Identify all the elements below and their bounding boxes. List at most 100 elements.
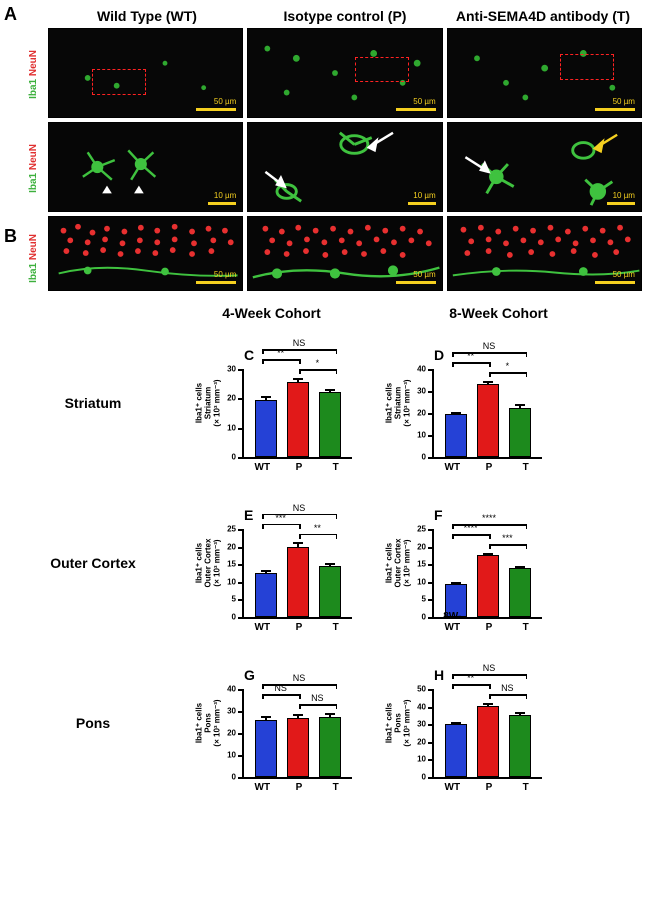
chart-E: EIba1⁺ cellsOuter Cortex(× 10³ mm⁻³)0510…	[200, 489, 370, 637]
chart-ylabel: Iba1⁺ cellsOuter Cortex(× 10³ mm⁻³)	[195, 523, 222, 603]
scalebar: 50 µm	[396, 270, 436, 284]
micro-b-t: 50 µm	[447, 216, 642, 291]
chart-ylabel: Iba1⁺ cellsOuter Cortex(× 10³ mm⁻³)	[385, 523, 412, 603]
bar-P	[287, 718, 309, 777]
panel-b-row: 50 µm 50 µm	[48, 216, 642, 291]
micro-b-p: 50 µm	[247, 216, 442, 291]
chart-letter: G	[244, 667, 255, 683]
bar-T	[319, 392, 341, 457]
chart-ylabel: Iba1⁺ cellsPons(× 10³ mm⁻³)	[385, 683, 412, 763]
chart-pair: GIba1⁺ cellsPons(× 10³ mm⁻³)010203040WTP…	[148, 649, 612, 797]
sig-label: NS	[495, 683, 519, 693]
scalebar: 50 µm	[595, 270, 635, 284]
bar-P	[477, 384, 499, 457]
bar-T	[509, 715, 531, 777]
chart-ylabel: Iba1⁺ cellsStriatum(× 10³ mm⁻³)	[385, 363, 412, 443]
sig-label: NS	[287, 673, 311, 683]
chart-area: 010203040WTPTNS***	[432, 369, 542, 459]
scalebar: 50 µm	[396, 97, 436, 111]
sig-label: NS	[287, 338, 311, 348]
xtick: P	[474, 782, 504, 793]
chart-letter: H	[434, 667, 444, 683]
chart-C: CIba1⁺ cellsStriatum(× 10³ mm⁻³)0102030W…	[200, 329, 370, 477]
chart-letter: C	[244, 347, 254, 363]
chart-row: Outer CortexEIba1⁺ cellsOuter Cortex(× 1…	[38, 489, 612, 637]
sig-label: **	[459, 351, 483, 361]
xtick: T	[321, 622, 351, 633]
micro-a1-t: 50 µm	[447, 28, 642, 118]
xtick: WT	[437, 462, 467, 473]
xtick: T	[511, 782, 541, 793]
row-label: Pons	[38, 715, 148, 731]
micro-a2-wt: 10 µm	[48, 122, 243, 212]
chart-ylabel: Iba1⁺ cellsPons(× 10³ mm⁻³)	[195, 683, 222, 763]
bar-P	[477, 555, 499, 617]
cohort-8w: 8-Week Cohort	[385, 305, 612, 321]
sig-label: NS	[305, 693, 329, 703]
xtick: WT	[247, 462, 277, 473]
chart-D: DIba1⁺ cellsStriatum(× 10³ mm⁻³)01020304…	[390, 329, 560, 477]
sig-label: NS	[477, 341, 501, 351]
col-header-t: Anti-SEMA4D antibody (T)	[444, 8, 642, 24]
bar-P	[287, 382, 309, 457]
xtick: WT	[247, 622, 277, 633]
micro-a2-p: 10 µm	[247, 122, 442, 212]
roi-box-t	[560, 54, 614, 80]
cohort-4w: 4-Week Cohort	[158, 305, 385, 321]
sig-label: NS	[269, 683, 293, 693]
xtick: P	[284, 782, 314, 793]
chart-H: HIba1⁺ cellsPons(× 10³ mm⁻³)01020304050W…	[390, 649, 560, 797]
bar-WT	[255, 720, 277, 777]
xtick: T	[511, 622, 541, 633]
xtick: WT	[247, 782, 277, 793]
sig-label: **	[305, 523, 329, 533]
chart-area: 0510152025WTPTNS*****	[242, 529, 352, 619]
scalebar: 10 µm	[208, 191, 236, 205]
col-header-wt: Wild Type (WT)	[48, 8, 246, 24]
micro-a1-p: 50 µm	[247, 28, 442, 118]
sig-label: ****	[459, 523, 483, 533]
chart-area: 0102030WTPTNS***	[242, 369, 352, 459]
bar-P	[477, 706, 499, 777]
panel-b-ylab: Iba1 NeuN	[28, 234, 39, 283]
bar-WT	[445, 724, 467, 777]
xtick: T	[511, 462, 541, 473]
sig-label: NS	[287, 503, 311, 513]
panel-a-row1-ylab: Iba1 NeuN	[28, 50, 39, 99]
xtick: T	[321, 782, 351, 793]
sig-label: ***	[269, 513, 293, 523]
micro-a2-t: 10 µm	[447, 122, 642, 212]
bar-P	[287, 547, 309, 617]
chart-row: StriatumCIba1⁺ cellsStriatum(× 10³ mm⁻³)…	[38, 329, 612, 477]
bar-WT	[445, 414, 467, 457]
bar-chart-section: 4-Week Cohort 8-Week Cohort StriatumCIba…	[8, 295, 642, 809]
sig-label: *	[495, 361, 519, 371]
chart-area: 05101520258W-WTPT***********	[432, 529, 542, 619]
chart-ylabel: Iba1⁺ cellsStriatum(× 10³ mm⁻³)	[195, 363, 222, 443]
bar-T	[319, 717, 341, 778]
scalebar: 50 µm	[595, 97, 635, 111]
roi-box-wt	[92, 69, 146, 95]
bar-T	[319, 566, 341, 617]
chart-G: GIba1⁺ cellsPons(× 10³ mm⁻³)010203040WTP…	[200, 649, 370, 797]
xtick: P	[474, 622, 504, 633]
sig-label: **	[269, 348, 293, 358]
xtick: T	[321, 462, 351, 473]
scalebar: 50 µm	[196, 97, 236, 111]
scalebar: 10 µm	[408, 191, 436, 205]
sig-label: ***	[495, 533, 519, 543]
xtick: P	[284, 462, 314, 473]
panel-a-label: A	[4, 4, 17, 25]
chart-letter: F	[434, 507, 443, 523]
chart-letter: D	[434, 347, 444, 363]
micro-a1-wt: 50 µm	[48, 28, 243, 118]
sig-label: **	[459, 673, 483, 683]
panel-a-row2-ylab: Iba1 NeuN	[28, 144, 39, 193]
micro-b-wt: 50 µm	[48, 216, 243, 291]
bar-WT	[255, 400, 277, 457]
panel-a-row2: 10 µm 10 µm	[48, 122, 642, 212]
roi-box-p	[355, 57, 409, 82]
xtick: WT	[437, 782, 467, 793]
scalebar: 10 µm	[607, 191, 635, 205]
figure-root: A Wild Type (WT) Isotype control (P) Ant…	[0, 0, 650, 817]
